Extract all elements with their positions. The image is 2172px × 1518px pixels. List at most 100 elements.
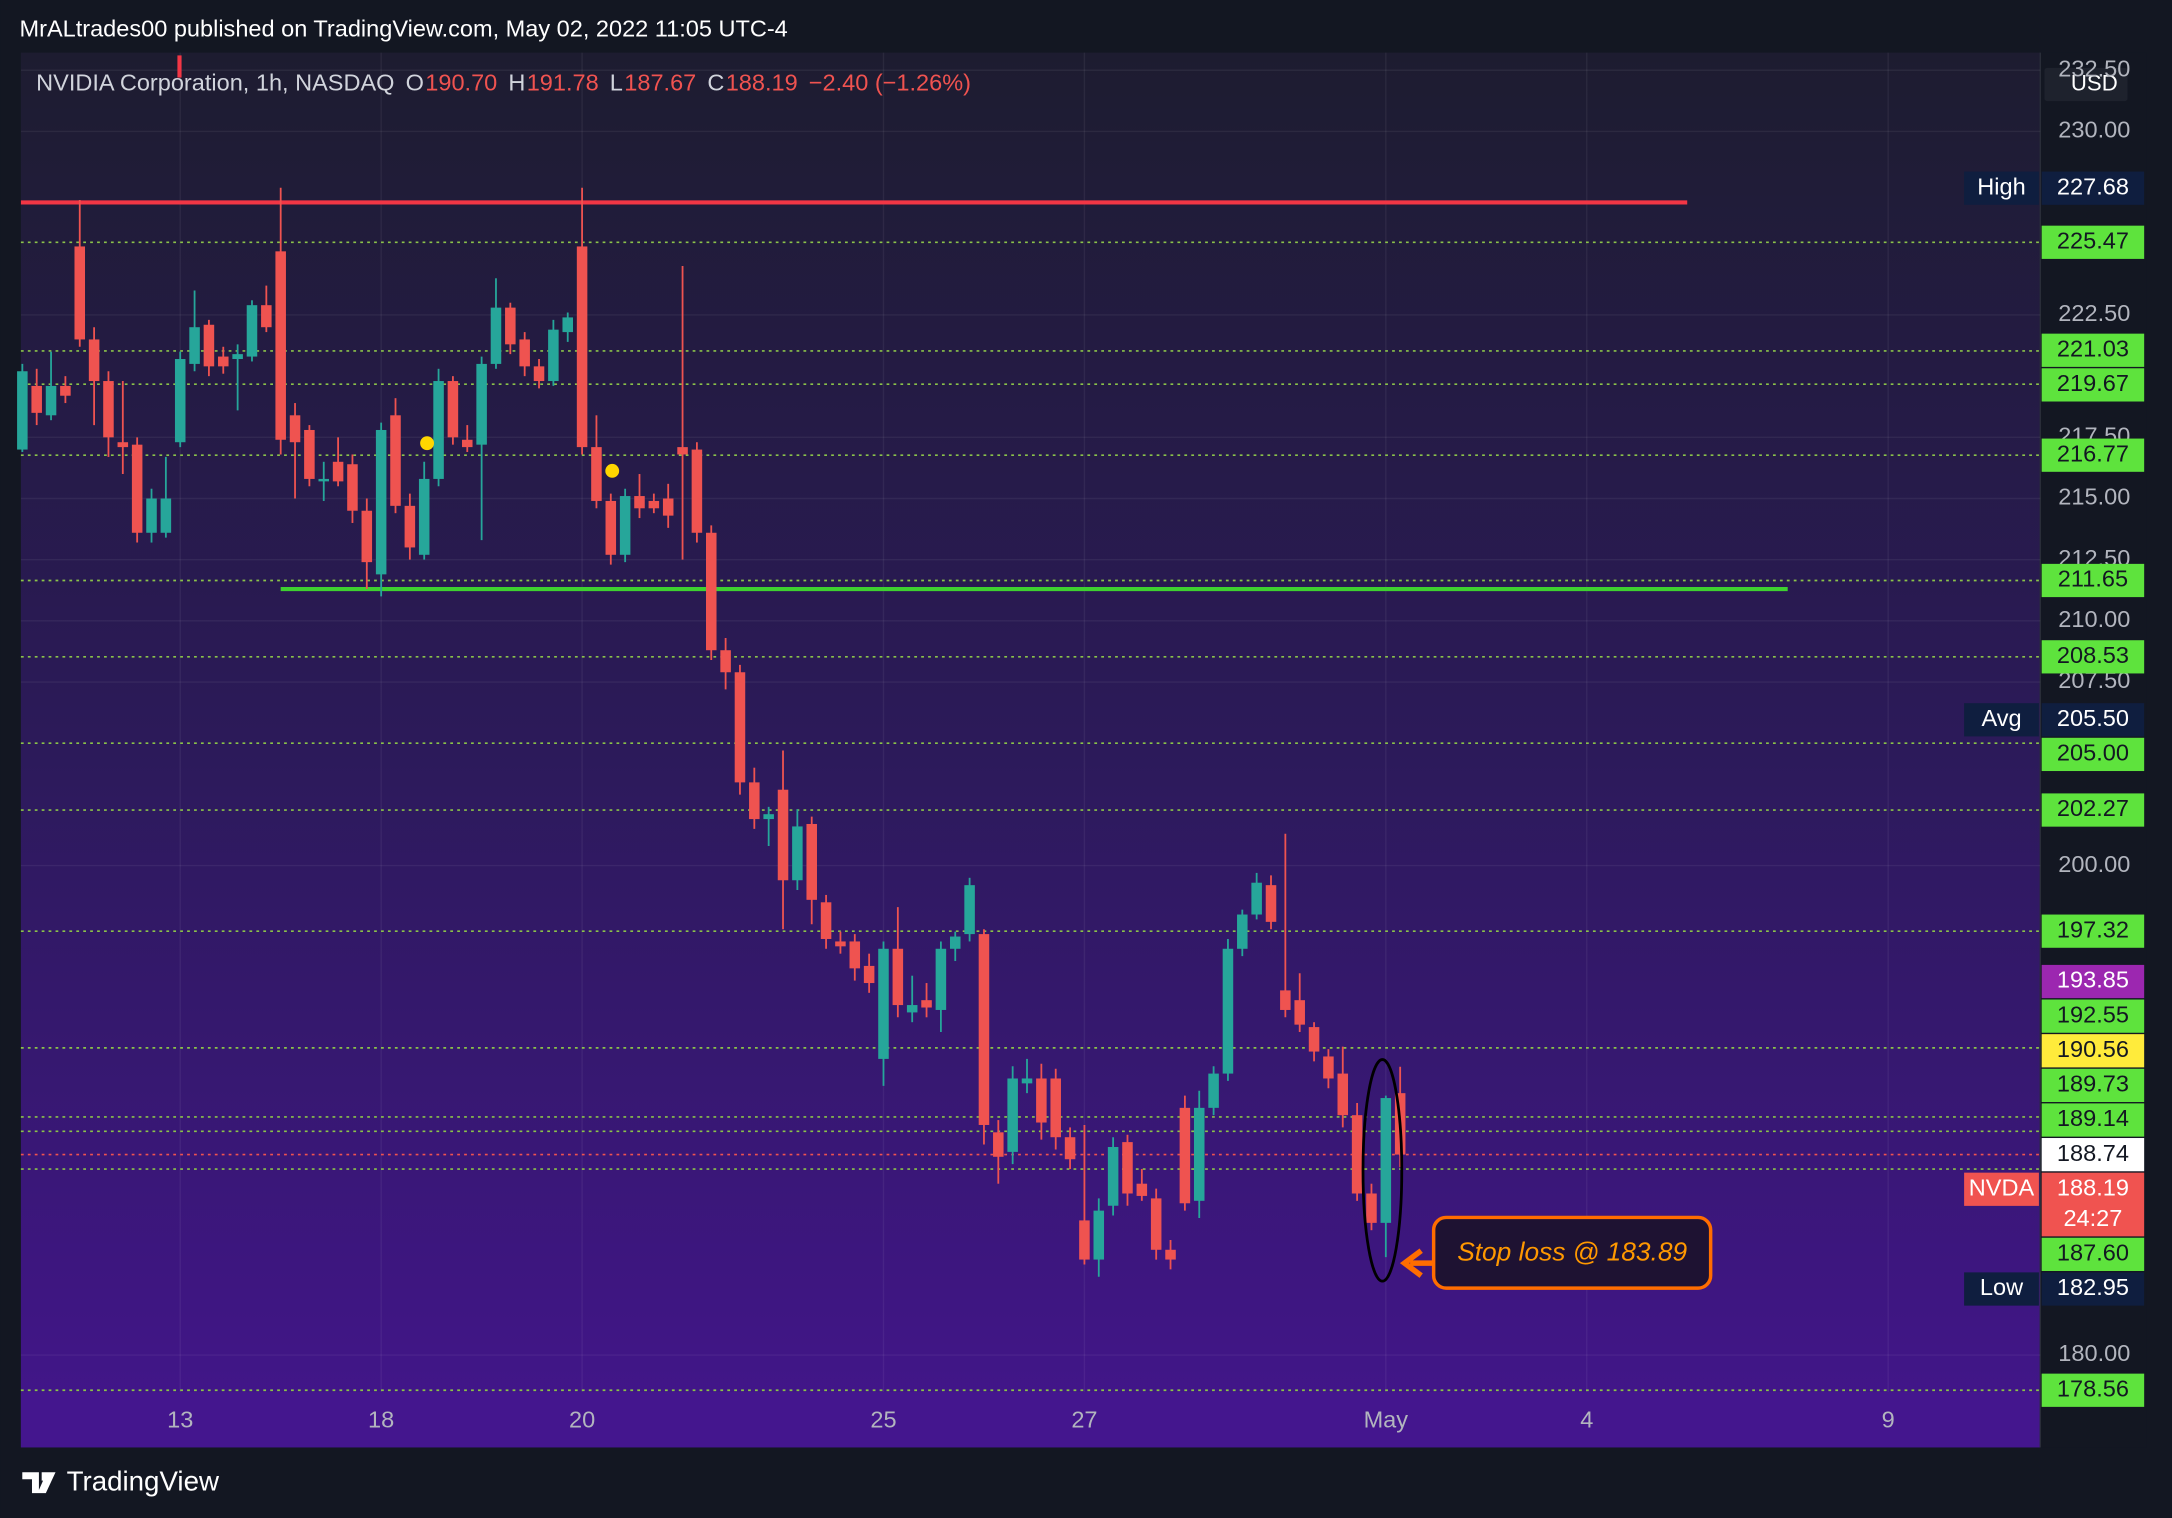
brand: TradingView (67, 1466, 220, 1497)
tag-name-box (1964, 703, 2039, 737)
price-tag-label: 219.67 (2057, 370, 2129, 396)
price-tag-label: 189.73 (2057, 1071, 2129, 1097)
price-tag (2041, 1237, 2145, 1271)
candle-body (849, 941, 861, 969)
legend-item: 190.70 (425, 70, 497, 96)
candle-body (993, 1132, 1004, 1157)
price-tag (2041, 1034, 2145, 1068)
x-tick-label: 9 (1882, 1406, 1895, 1432)
candle-body (777, 789, 789, 881)
candle-body (375, 429, 387, 575)
price-tag (2041, 1272, 2145, 1306)
price-tag-label: 227.68 (2057, 173, 2129, 199)
candle-body (806, 823, 817, 900)
price-tag (2041, 1172, 2145, 1237)
y-tick-label: 215.00 (2058, 484, 2130, 510)
candle-body (1007, 1078, 1018, 1152)
price-tag-label: 221.03 (2057, 335, 2129, 361)
price-tag (2041, 563, 2145, 598)
candle-body (1093, 1210, 1105, 1260)
candle-body (648, 500, 660, 509)
candle-body (1366, 1193, 1377, 1223)
highlight-ellipse (1361, 1058, 1404, 1283)
candle-body (519, 339, 530, 367)
price-tag-label: 188.19 (2057, 1174, 2129, 1200)
price-tag (2041, 737, 2145, 772)
x-tick-label: 18 (368, 1406, 394, 1432)
candle-body (146, 498, 157, 533)
brand-logo (22, 1472, 56, 1494)
candle-body (1294, 1000, 1305, 1025)
candle-body (332, 461, 344, 482)
candle-body (691, 449, 703, 533)
price-tag (2041, 1138, 2145, 1172)
price-tag (2041, 225, 2145, 259)
candle-body (935, 948, 947, 1010)
candle-body (921, 1000, 932, 1008)
candle-body (189, 327, 200, 364)
price-tag-label: 188.74 (2057, 1140, 2129, 1166)
candle-body (1280, 990, 1291, 1010)
price-tag (2041, 999, 2145, 1033)
candle-body (88, 339, 100, 382)
candle-body (1021, 1078, 1033, 1084)
candle-body (1150, 1198, 1162, 1250)
legend-item: 187.67 (624, 70, 696, 96)
candle-body (619, 496, 631, 555)
candle-body (1064, 1137, 1076, 1160)
candle-body (634, 496, 645, 509)
candle-body (17, 371, 28, 450)
candle-body (203, 324, 215, 367)
candle-body (763, 814, 774, 820)
y-tick-label: 180.00 (2058, 1340, 2130, 1366)
candle-body (677, 447, 688, 455)
candle-body (878, 948, 889, 1059)
candle-body (1136, 1183, 1148, 1196)
tag-name: Low (1980, 1274, 2024, 1300)
ohlc-legend: NVIDIA Corporation, 1h, NASDAQ O190.70 H19… (36, 70, 971, 96)
price-tag (2041, 703, 2145, 737)
price-tag-label: 197.32 (2057, 916, 2129, 942)
price-tag (2041, 1068, 2145, 1103)
candle-body (906, 1005, 918, 1013)
legend-item: 191.78 (527, 70, 599, 96)
tag-name: NVDA (1969, 1174, 2035, 1200)
candle-body (275, 251, 286, 440)
price-tag-label: 187.60 (2057, 1240, 2129, 1266)
candle-body (576, 246, 588, 448)
price-tag-label: 193.85 (2057, 967, 2129, 993)
candle-body (347, 464, 358, 511)
price-tag-label: 189.14 (2057, 1105, 2129, 1131)
candle-body (835, 941, 846, 947)
candle-body (734, 672, 746, 783)
candle-body (261, 305, 272, 328)
y-tick-label: 232.50 (2058, 55, 2130, 81)
price-tag-label: 211.65 (2058, 566, 2128, 592)
candle-body (792, 826, 803, 881)
candle-body (662, 498, 674, 516)
y-tick-label: 222.50 (2058, 300, 2130, 326)
candle-body (361, 510, 373, 563)
x-tick-label: 20 (569, 1406, 595, 1432)
candle-body (490, 307, 502, 364)
price-tag-label: 190.56 (2057, 1036, 2129, 1062)
price-tag-label: 208.53 (2057, 642, 2129, 668)
price-tag (2041, 640, 2145, 674)
candle-body (160, 498, 172, 533)
price-tag-label: 182.95 (2057, 1274, 2129, 1300)
candle-body (533, 366, 545, 382)
x-tick-label: 4 (1580, 1406, 1593, 1432)
annotation-box (1431, 1215, 1713, 1290)
candle-body (447, 381, 459, 438)
candle-body (705, 532, 717, 651)
legend-item: C (707, 70, 724, 96)
candle-body (103, 381, 114, 438)
price-tag (2041, 438, 2145, 472)
candle-body (1193, 1107, 1205, 1201)
price-tag (2041, 171, 2145, 205)
price-tag (2041, 793, 2145, 827)
signal-marker (605, 463, 620, 478)
tag-name-box (1964, 171, 2039, 205)
tag-name-box (1964, 1272, 2039, 1306)
candle-body (949, 936, 961, 949)
